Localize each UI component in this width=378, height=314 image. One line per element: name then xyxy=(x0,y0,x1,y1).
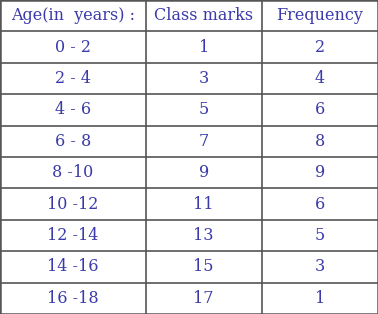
Text: 7: 7 xyxy=(198,133,209,150)
Text: 17: 17 xyxy=(194,290,214,307)
Text: 0 - 2: 0 - 2 xyxy=(55,39,91,56)
Text: 12 -14: 12 -14 xyxy=(47,227,98,244)
Text: 8: 8 xyxy=(315,133,325,150)
Text: 3: 3 xyxy=(315,258,325,275)
Text: 5: 5 xyxy=(315,227,325,244)
Text: 10 -12: 10 -12 xyxy=(47,196,98,213)
Text: 1: 1 xyxy=(198,39,209,56)
Text: 2: 2 xyxy=(315,39,325,56)
Text: 16 -18: 16 -18 xyxy=(47,290,99,307)
Text: Age(in  years) :: Age(in years) : xyxy=(11,7,135,24)
Text: 8 -10: 8 -10 xyxy=(52,164,93,181)
Text: Class marks: Class marks xyxy=(154,7,253,24)
Text: 15: 15 xyxy=(194,258,214,275)
Text: 5: 5 xyxy=(198,101,209,118)
Text: 1: 1 xyxy=(315,290,325,307)
Text: 13: 13 xyxy=(194,227,214,244)
Text: 11: 11 xyxy=(194,196,214,213)
Text: 4: 4 xyxy=(315,70,325,87)
Text: 3: 3 xyxy=(198,70,209,87)
Text: 6 - 8: 6 - 8 xyxy=(55,133,91,150)
Text: 9: 9 xyxy=(198,164,209,181)
Text: 2 - 4: 2 - 4 xyxy=(55,70,91,87)
Text: 4 - 6: 4 - 6 xyxy=(55,101,91,118)
Text: 14 -16: 14 -16 xyxy=(47,258,99,275)
Text: 9: 9 xyxy=(315,164,325,181)
Text: 6: 6 xyxy=(315,196,325,213)
Text: 6: 6 xyxy=(315,101,325,118)
Text: Frequency: Frequency xyxy=(277,7,363,24)
